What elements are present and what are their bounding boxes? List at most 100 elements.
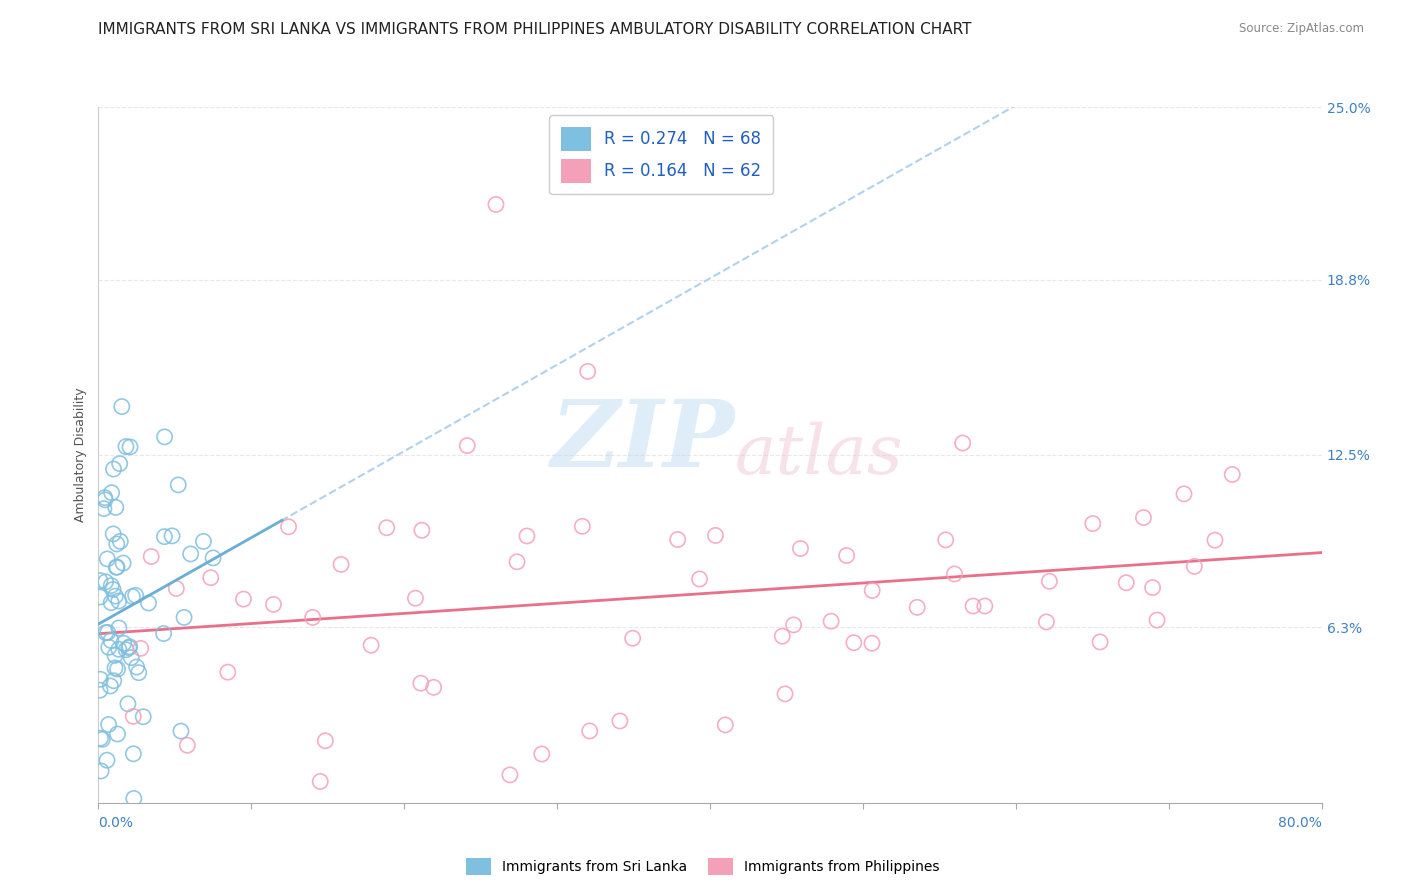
Point	[1038, 574, 1060, 589]
Point	[1204, 533, 1226, 548]
Point	[108, 642, 131, 657]
Point	[689, 572, 711, 586]
Point	[108, 457, 131, 471]
Point	[120, 650, 142, 665]
Point	[422, 681, 444, 695]
Point	[141, 549, 163, 564]
Point	[165, 582, 187, 596]
Point	[105, 560, 128, 574]
Point	[952, 436, 974, 450]
Text: 80.0%: 80.0%	[1278, 816, 1322, 830]
Point	[173, 610, 195, 624]
Point	[96, 552, 118, 566]
Point	[770, 629, 793, 643]
Point	[842, 636, 865, 650]
Point	[101, 527, 124, 541]
Point	[277, 520, 299, 534]
Point	[124, 588, 146, 602]
Point	[314, 733, 336, 747]
Point	[153, 430, 176, 444]
Point	[112, 636, 135, 650]
Point	[96, 753, 118, 767]
Point	[820, 614, 842, 628]
Point	[360, 638, 382, 652]
Point	[1146, 613, 1168, 627]
Point	[122, 747, 145, 761]
Point	[125, 660, 148, 674]
Point	[128, 665, 150, 680]
Point	[122, 791, 145, 805]
Y-axis label: Ambulatory Disability: Ambulatory Disability	[73, 388, 87, 522]
Point	[104, 500, 127, 515]
Point	[91, 732, 114, 747]
Point	[860, 636, 883, 650]
Point	[704, 528, 727, 542]
Point	[115, 440, 138, 454]
Point	[499, 768, 522, 782]
Point	[404, 591, 426, 606]
Text: atlas: atlas	[734, 422, 903, 488]
Point	[621, 632, 644, 646]
Point	[576, 364, 599, 378]
Point	[160, 529, 183, 543]
Point	[789, 541, 811, 556]
Point	[1220, 467, 1243, 482]
Point	[905, 600, 928, 615]
Point	[782, 618, 804, 632]
Point	[773, 687, 796, 701]
Point	[202, 550, 225, 565]
Point	[1142, 581, 1164, 595]
Point	[100, 633, 122, 648]
Point	[118, 640, 141, 655]
Point	[1173, 487, 1195, 501]
Point	[129, 641, 152, 656]
Point	[93, 501, 115, 516]
Point	[835, 549, 858, 563]
Point	[111, 400, 134, 414]
Point	[105, 537, 128, 551]
Text: Source: ZipAtlas.com: Source: ZipAtlas.com	[1239, 22, 1364, 36]
Point	[411, 523, 433, 537]
Point	[180, 547, 202, 561]
Point	[104, 648, 127, 663]
Point	[108, 621, 131, 635]
Point	[107, 594, 129, 608]
Point	[100, 679, 122, 693]
Point	[860, 583, 883, 598]
Point	[89, 590, 111, 604]
Point	[122, 709, 145, 723]
Point	[89, 683, 111, 698]
Point	[262, 598, 284, 612]
Point	[506, 555, 529, 569]
Point	[609, 714, 631, 728]
Point	[153, 530, 176, 544]
Point	[118, 440, 141, 454]
Point	[90, 764, 112, 778]
Point	[176, 738, 198, 752]
Point	[97, 717, 120, 731]
Point	[409, 676, 432, 690]
Point	[309, 774, 332, 789]
Point	[1088, 635, 1111, 649]
Point	[1115, 575, 1137, 590]
Point	[105, 560, 128, 574]
Point	[935, 533, 957, 547]
Point	[232, 592, 254, 607]
Point	[200, 571, 222, 585]
Point	[170, 724, 193, 739]
Point	[100, 485, 122, 500]
Point	[112, 556, 135, 570]
Point	[107, 727, 129, 741]
Point	[97, 625, 120, 640]
Point	[115, 642, 138, 657]
Point	[578, 723, 600, 738]
Point	[117, 697, 139, 711]
Point	[530, 747, 553, 761]
Point	[118, 640, 141, 654]
Point	[103, 673, 125, 688]
Point	[132, 709, 155, 723]
Point	[973, 599, 995, 613]
Point	[375, 521, 398, 535]
Legend: R = 0.274   N = 68, R = 0.164   N = 62: R = 0.274 N = 68, R = 0.164 N = 62	[550, 115, 773, 194]
Point	[94, 574, 117, 589]
